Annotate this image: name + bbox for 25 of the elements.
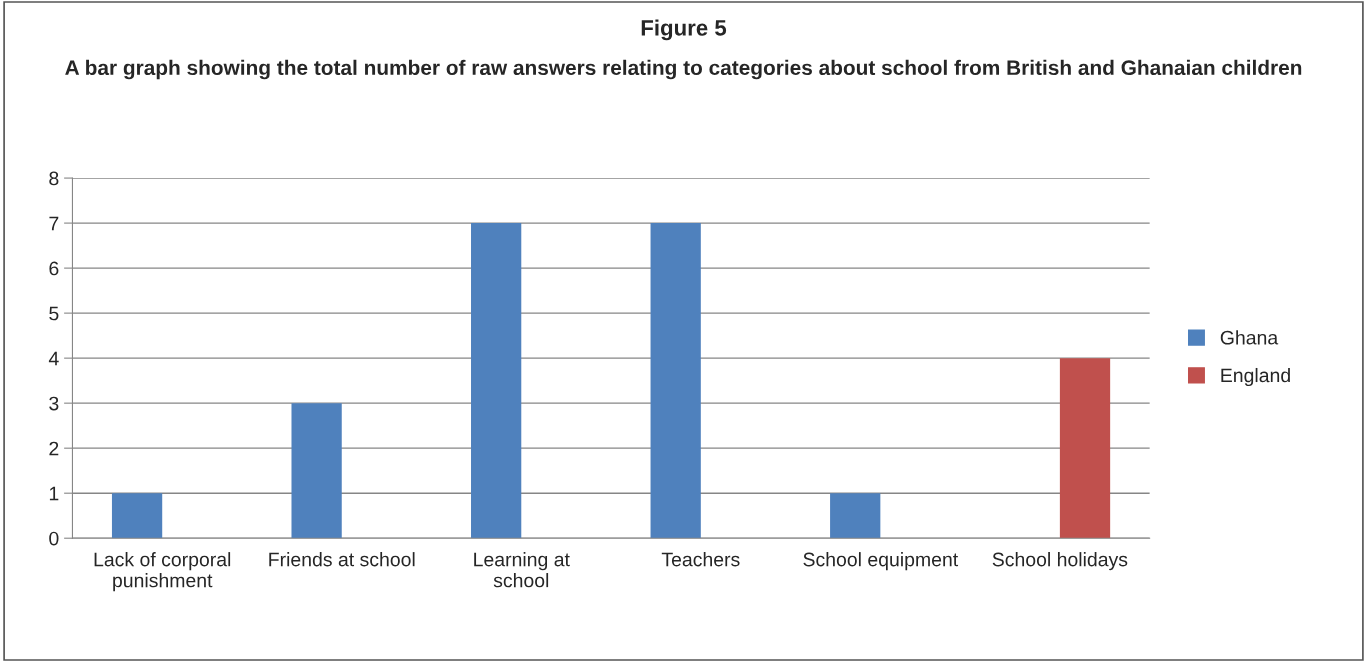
x-tick-label: School holidays	[992, 552, 1128, 571]
chart-subtitle: A bar graph showing the total number of raw answers relating to categories about school from British and Ghanaian children	[65, 59, 1302, 80]
bar	[471, 223, 522, 539]
y-tick-label: 4	[48, 351, 59, 366]
y-tick-label: 5	[49, 306, 59, 321]
chart-title: Figure 5	[641, 19, 727, 41]
x-tick-label: Lack of corporal punishment	[94, 552, 231, 592]
legend-label: England	[1221, 367, 1290, 387]
legend-label: Ghana	[1220, 330, 1279, 345]
y-tick-label: 7	[49, 216, 59, 231]
y-tick-label: 2	[49, 441, 59, 456]
bar	[111, 493, 163, 539]
bar	[650, 223, 701, 539]
y-tick-label: 8	[49, 171, 59, 186]
bar	[1059, 358, 1111, 539]
y-tick-label: 6	[49, 261, 59, 276]
y-tick-label: 3	[49, 396, 59, 411]
x-tick-label: Learning at school	[474, 552, 570, 588]
bar	[291, 403, 342, 539]
x-tick-label: Friends at school	[269, 552, 415, 567]
x-tick-label: Teachers	[661, 552, 740, 567]
y-tick-label: 0	[49, 531, 59, 546]
bar	[830, 493, 881, 539]
x-tick-label: School equipment	[803, 552, 959, 571]
y-tick-label: 1	[49, 486, 59, 501]
